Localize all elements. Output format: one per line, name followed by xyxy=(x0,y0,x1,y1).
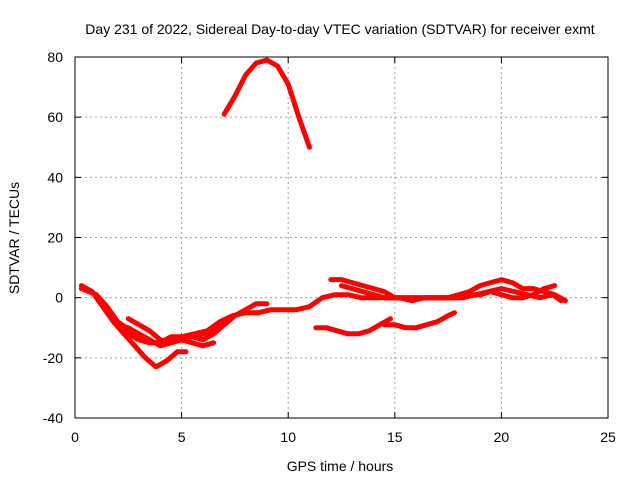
y-tick-label: 0 xyxy=(55,290,63,306)
y-axis-title: SDTVAR / TECUs xyxy=(6,182,22,294)
grid xyxy=(75,57,608,418)
y-tick-label: 80 xyxy=(47,49,63,65)
series-line-arc-i xyxy=(339,283,558,301)
series-line-arc-g xyxy=(313,316,393,337)
x-tick-label: 5 xyxy=(178,429,186,445)
x-tick-label: 20 xyxy=(494,429,510,445)
y-tick-label: -40 xyxy=(43,410,63,426)
series-line-arc-h xyxy=(381,310,457,331)
ticks: 0 5 10 15 20 25 -40 -20 0 20 40 60 80 xyxy=(43,49,616,445)
y-tick-label: 60 xyxy=(47,109,63,125)
x-tick-label: 25 xyxy=(600,429,616,445)
series-line-arc-e xyxy=(125,316,227,346)
series-line-arc-high xyxy=(221,57,312,150)
series-group xyxy=(78,57,568,370)
y-tick-label: 40 xyxy=(47,169,63,185)
x-tick-label: 0 xyxy=(71,429,79,445)
chart-title: Day 231 of 2022, Sidereal Day-to-day VTE… xyxy=(85,21,594,37)
y-tick-label: 20 xyxy=(47,230,63,246)
x-tick-label: 15 xyxy=(387,429,403,445)
x-axis-title: GPS time / hours xyxy=(287,458,394,474)
x-tick-label: 10 xyxy=(280,429,296,445)
y-tick-label: -20 xyxy=(43,350,63,366)
